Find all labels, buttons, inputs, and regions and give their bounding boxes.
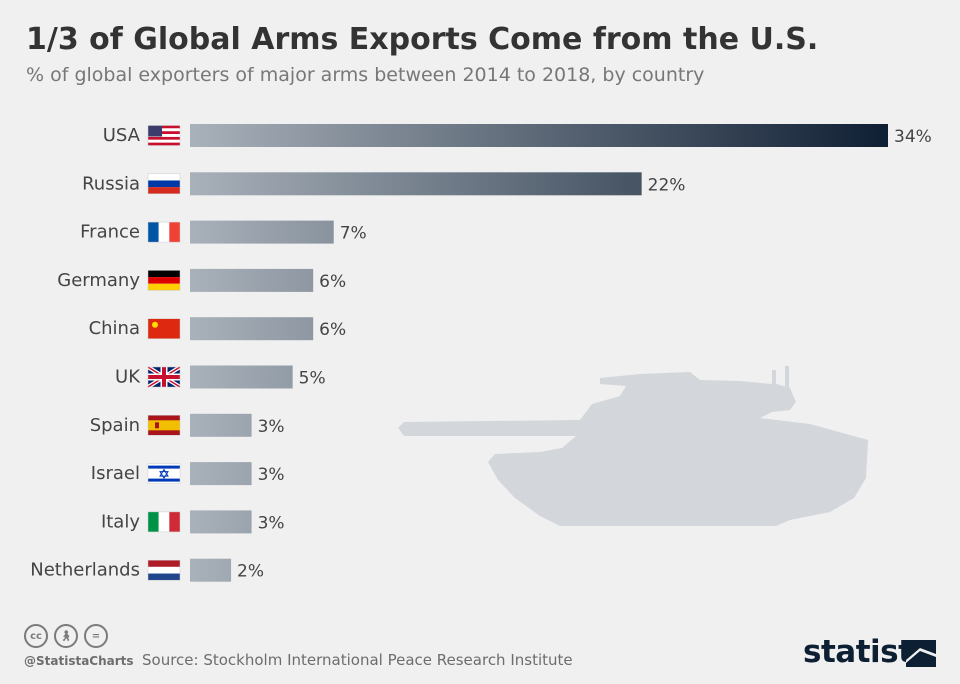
value-label: 7% xyxy=(340,224,367,244)
value-label: 2% xyxy=(237,562,264,582)
bar-italy xyxy=(190,510,252,534)
category-label: Spain xyxy=(90,415,140,436)
value-label: 6% xyxy=(319,272,346,292)
category-label: France xyxy=(80,222,140,243)
bar-israel xyxy=(190,462,252,486)
bar-russia xyxy=(190,172,642,196)
value-label: 3% xyxy=(258,417,285,437)
flag-icon-italy xyxy=(147,511,181,533)
value-label: 34% xyxy=(894,127,932,147)
category-label: UK xyxy=(115,367,141,388)
flag-icon-germany xyxy=(147,270,181,291)
category-label: Russia xyxy=(82,173,140,194)
flag-icon-netherlands xyxy=(147,559,181,581)
chart-title: 1/3 of Global Arms Exports Come from the… xyxy=(26,22,819,57)
category-label: Israel xyxy=(91,463,140,484)
flag-icon-uk xyxy=(146,365,182,389)
source-note: Source: Stockholm International Peace Re… xyxy=(142,651,573,669)
flag-icon-russia xyxy=(147,173,181,195)
tank-silhouette-icon xyxy=(398,366,868,526)
bar-uk xyxy=(190,365,293,389)
flag-icon-china xyxy=(147,318,181,339)
license-icons: cc 🚶︎ = xyxy=(24,624,108,648)
value-label: 22% xyxy=(648,175,686,195)
flag-icon-usa xyxy=(147,125,181,146)
category-label: Germany xyxy=(57,270,140,291)
flag-icon-israel xyxy=(147,463,181,484)
bar-usa xyxy=(190,124,888,147)
statista-logo-icon xyxy=(906,640,936,667)
value-label: 6% xyxy=(319,320,346,340)
value-label: 3% xyxy=(258,465,285,485)
category-label: USA xyxy=(103,125,141,146)
value-label: 5% xyxy=(299,369,326,389)
flag-icon-france xyxy=(147,221,181,243)
bar-spain xyxy=(190,413,252,437)
bar-france xyxy=(190,220,334,244)
no-derivatives-icon: = xyxy=(84,624,108,648)
social-handle: @StatistaCharts xyxy=(24,654,134,668)
category-label: China xyxy=(89,318,140,339)
category-label: Netherlands xyxy=(30,560,140,581)
chart-subtitle: % of global exporters of major arms betw… xyxy=(26,64,705,86)
attribution-icon: 🚶︎ xyxy=(54,624,78,648)
cc-icon: cc xyxy=(24,624,48,648)
bar-china xyxy=(190,317,314,341)
value-label: 3% xyxy=(258,513,285,533)
bar-germany xyxy=(190,268,314,292)
flag-icon-spain xyxy=(147,415,181,436)
bar-chart: USA 34% Russia 22% France 7% Germany 6% China 6% U… xyxy=(30,124,932,582)
category-label: Italy xyxy=(101,511,140,532)
bar-netherlands xyxy=(190,558,232,582)
